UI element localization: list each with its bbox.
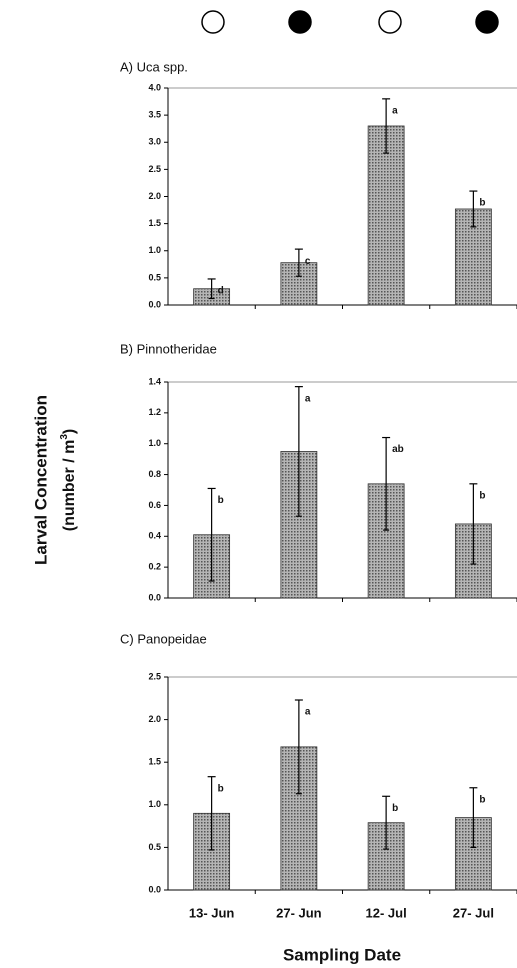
panel-title: C) Panopeidae xyxy=(120,631,207,646)
y-tick-label: 1.0 xyxy=(148,245,161,255)
y-tick-label: 4.0 xyxy=(148,82,161,92)
y-tick-label: 2.0 xyxy=(148,191,161,201)
significance-label: b xyxy=(479,198,485,209)
y-tick-label: 0.0 xyxy=(148,299,161,309)
y-tick-label: 0.0 xyxy=(148,592,161,602)
x-tick-label: 27- Jun xyxy=(276,905,322,920)
y-tick-label: 0.5 xyxy=(148,272,161,282)
y-tick-label: 0.6 xyxy=(148,500,161,510)
y-tick-label: 2.5 xyxy=(148,164,161,174)
unit-sup: 3 xyxy=(59,434,70,440)
moon-phases xyxy=(201,10,499,34)
y-tick-label: 0.8 xyxy=(148,469,161,479)
y-tick-label: 0.4 xyxy=(148,531,161,541)
y-tick-label: 1.4 xyxy=(148,376,161,386)
x-axis-label: Sampling Date xyxy=(283,945,401,964)
y-tick-label: 0.0 xyxy=(148,884,161,894)
y-axis-unit: (number / m3) xyxy=(59,429,79,531)
y-tick-label: 3.5 xyxy=(148,110,161,120)
unit-text: (number / m xyxy=(61,440,78,532)
significance-label: a xyxy=(305,707,311,718)
significance-label: d xyxy=(218,286,224,297)
moon-open xyxy=(201,10,225,34)
significance-label: b xyxy=(479,490,485,501)
y-tick-label: 0.2 xyxy=(148,562,161,572)
significance-label: a xyxy=(305,393,311,404)
significance-label: b xyxy=(479,794,485,805)
moon-filled xyxy=(288,10,312,34)
unit-text: ) xyxy=(61,429,78,434)
x-tick-label: 12- Jul xyxy=(366,905,407,920)
y-tick-label: 1.0 xyxy=(148,438,161,448)
bar xyxy=(367,125,405,306)
y-tick-label: 1.0 xyxy=(148,799,161,809)
y-tick-label: 2.5 xyxy=(148,671,161,681)
significance-label: ab xyxy=(392,444,404,455)
moon-filled xyxy=(475,10,499,34)
significance-label: b xyxy=(218,495,224,506)
y-tick-label: 1.5 xyxy=(148,218,161,228)
significance-label: c xyxy=(305,256,311,267)
x-tick-label: 13- Jun xyxy=(189,905,235,920)
y-tick-label: 0.5 xyxy=(148,842,161,852)
y-tick-label: 2.0 xyxy=(148,714,161,724)
significance-label: a xyxy=(392,105,398,116)
y-axis-label: Larval Concentration xyxy=(31,395,50,565)
moon-open xyxy=(378,10,402,34)
significance-label: b xyxy=(218,783,224,794)
significance-label: b xyxy=(392,803,398,814)
y-tick-label: 1.5 xyxy=(148,757,161,767)
x-tick-label: 27- Jul xyxy=(453,905,494,920)
y-tick-label: 1.2 xyxy=(148,407,161,417)
panel-title: B) Pinnotheridae xyxy=(120,341,217,356)
y-tick-label: 3.0 xyxy=(148,137,161,147)
panel-title: A) Uca spp. xyxy=(120,59,188,74)
